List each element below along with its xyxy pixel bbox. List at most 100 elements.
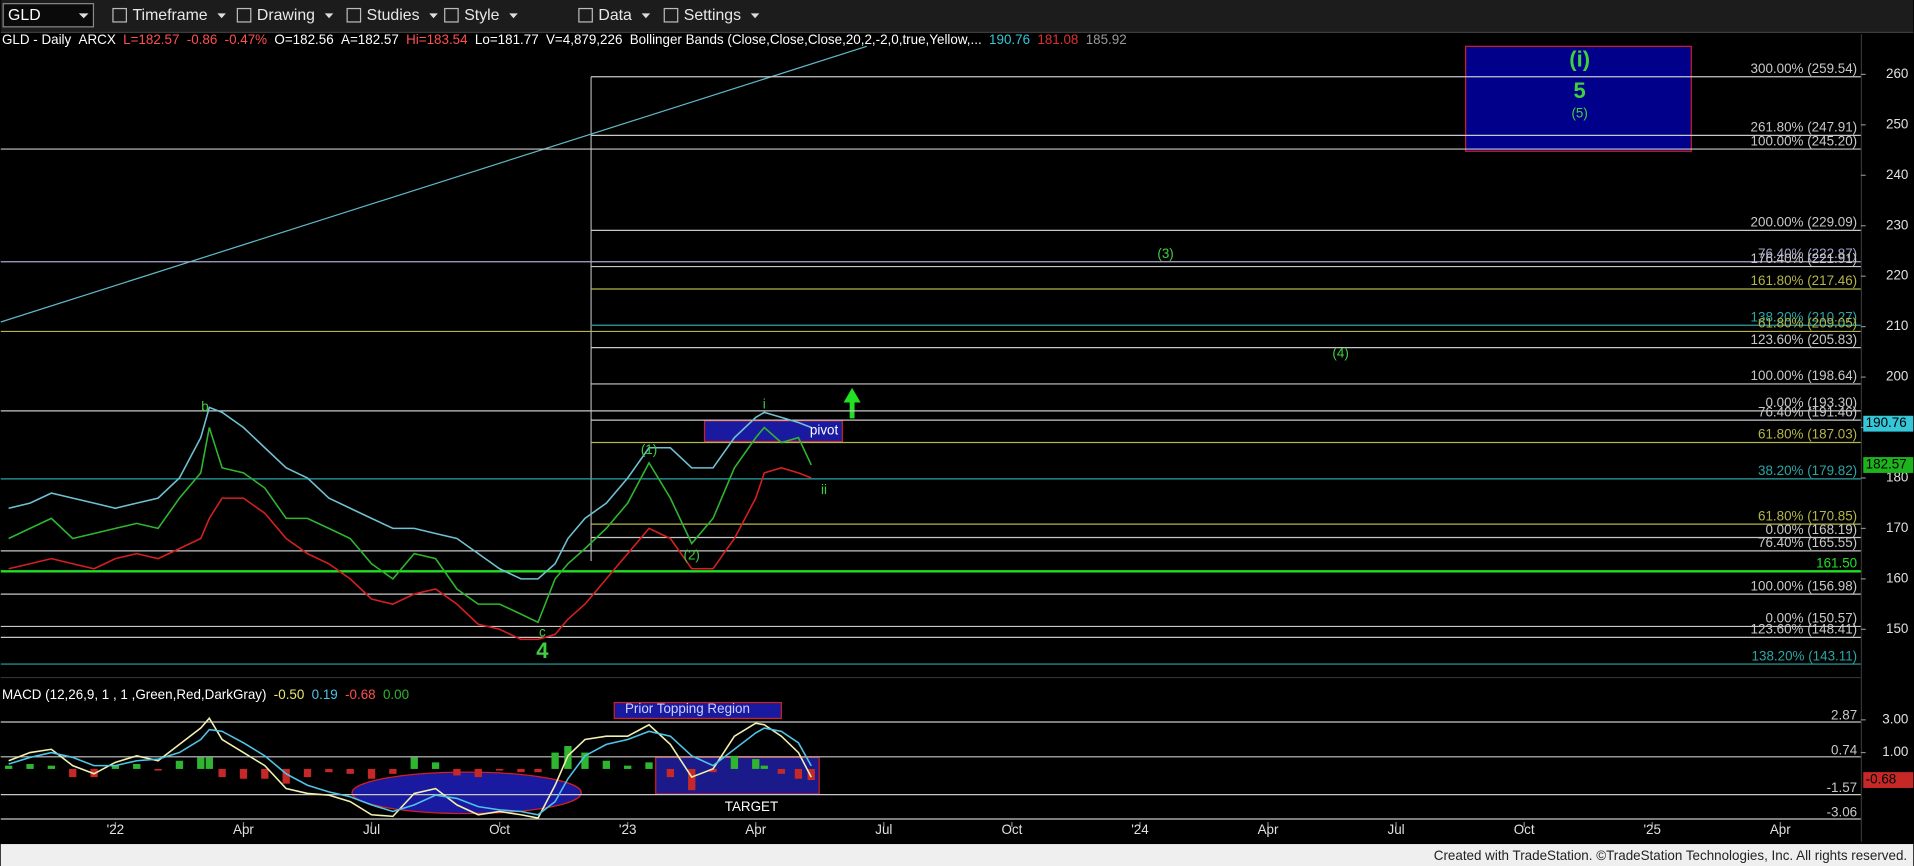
fib-level-label: 76.40% (191.46) (1758, 404, 1857, 419)
fib-level-label: 161.50 (1816, 556, 1857, 571)
macd-level-label: 2.87 (1831, 707, 1857, 722)
toolbar-dropdown[interactable] (750, 13, 760, 19)
x-tick-label: '24 (1131, 822, 1149, 837)
legend-text: MACD (12,26,9, 1 , 1 ,Green,Red,DarkGray… (2, 687, 267, 702)
histogram-bar (645, 762, 653, 769)
histogram-bar (205, 757, 213, 769)
symbol-box[interactable] (2, 3, 95, 28)
histogram-bar (367, 768, 376, 779)
toolbar-button[interactable]: Settings (684, 7, 741, 24)
series-line (8, 426, 812, 624)
fib-level-label: 100.00% (156.98) (1751, 578, 1858, 593)
legend-text: -0.47% (225, 32, 268, 47)
histogram-bar (794, 768, 803, 779)
x-tick-label: Jul (363, 822, 380, 837)
toolbar-icon[interactable] (663, 7, 679, 23)
histogram-bar (410, 757, 418, 769)
histogram-bar (760, 765, 768, 769)
histogram-bar (197, 757, 205, 769)
histogram-bar (325, 768, 333, 773)
symbol-dropdown[interactable] (78, 13, 89, 19)
histogram-bar (5, 765, 13, 769)
histogram-bar (495, 768, 504, 771)
toolbar-dropdown[interactable] (217, 13, 226, 19)
legend-text: -0.50 (274, 687, 305, 702)
legend-text: A=182.57 (341, 32, 399, 47)
histogram-bar (218, 768, 226, 778)
y-tick-label: 150 (1886, 621, 1908, 636)
histogram-bar (474, 768, 482, 778)
toolbar-button[interactable]: Studies (367, 7, 420, 24)
histogram-bar (69, 768, 77, 778)
toolbar-icon[interactable] (236, 7, 252, 23)
x-tick-label: '25 (1643, 822, 1660, 837)
y-tick-label: 1.00 (1882, 744, 1908, 759)
annotation: (3) (1157, 246, 1173, 261)
annotation: c (539, 624, 546, 639)
toolbar-icon[interactable] (578, 7, 593, 23)
histogram-bar (133, 764, 141, 769)
x-tick-label: '22 (107, 822, 124, 837)
annotation: Prior Topping Region (625, 701, 750, 716)
histogram-bar (154, 768, 162, 771)
series-line (8, 727, 812, 816)
legend-text: ARCX (79, 32, 116, 47)
fib-level-label: 0.00% (168.19) (1765, 522, 1857, 537)
prior-topping-box (613, 701, 782, 720)
fib-level-label: 61.80% (187.03) (1758, 427, 1857, 442)
toolbar-icon[interactable] (112, 7, 127, 23)
x-tick-label: Apr (745, 822, 766, 837)
y-tick-label: 240 (1886, 167, 1908, 182)
legend-text: 185.92 (1086, 32, 1127, 47)
y-tick-label: 220 (1886, 268, 1908, 283)
fib-level-label: 61.80% (209.05) (1758, 316, 1857, 331)
histogram-bar (730, 755, 739, 769)
legend-text: V=4,879,226 (546, 32, 622, 47)
fib-level-label: 61.80% (170.85) (1758, 508, 1857, 523)
trendline (0, 45, 867, 323)
toolbar-icon[interactable] (444, 7, 459, 23)
macd-level-label: -3.06 (1827, 804, 1858, 819)
y-tick-label: 160 (1886, 570, 1908, 585)
toolbar-dropdown[interactable] (429, 13, 438, 19)
y-tick-label: 230 (1886, 217, 1908, 232)
last-value-label: 182.57 (1866, 457, 1907, 472)
symbol-input[interactable]: GLD (8, 7, 41, 24)
fib-level-label: 138.20% (210.27) (1751, 309, 1858, 324)
histogram-bar (47, 765, 56, 769)
histogram-bar (239, 768, 248, 779)
annotation: TARGET (725, 799, 778, 814)
last-value-label: -0.68 (1866, 772, 1897, 787)
annotation: pivot (810, 423, 839, 438)
annotation: i (763, 396, 766, 411)
toolbar-button[interactable]: Data (598, 7, 632, 24)
histogram-bar (624, 765, 632, 769)
last-value-box (1863, 415, 1914, 432)
legend-text: L=182.57 (123, 32, 179, 47)
target-box (1465, 45, 1692, 152)
fib-level-label: 38.20% (179.82) (1758, 463, 1857, 478)
histogram-bar (602, 760, 610, 769)
up-arrow (843, 387, 861, 419)
last-value-box (1863, 772, 1914, 788)
toolbar-button[interactable]: Timeframe (132, 7, 207, 24)
toolbar-dropdown[interactable] (509, 13, 518, 19)
histogram-bar (431, 762, 440, 769)
toolbar-button[interactable]: Style (464, 7, 499, 24)
y-tick-label: 170 (1886, 520, 1908, 535)
toolbar-dropdown[interactable] (641, 13, 651, 19)
legend-text: GLD - Daily (2, 32, 72, 47)
histogram-bar (346, 768, 354, 774)
annotation: (1) (641, 442, 657, 457)
x-tick-label: '23 (619, 822, 636, 837)
toolbar-icon[interactable] (346, 7, 362, 23)
annotation: ii (821, 482, 827, 497)
fib-level-label: 0.00% (150.57) (1765, 611, 1857, 626)
toolbar-dropdown[interactable] (324, 13, 334, 19)
last-value-label: 190.76 (1866, 415, 1907, 430)
x-tick-label: Oct (1514, 822, 1535, 837)
histogram-bar (303, 768, 312, 778)
histogram-bar (777, 768, 786, 774)
toolbar-button[interactable]: Drawing (257, 7, 315, 24)
